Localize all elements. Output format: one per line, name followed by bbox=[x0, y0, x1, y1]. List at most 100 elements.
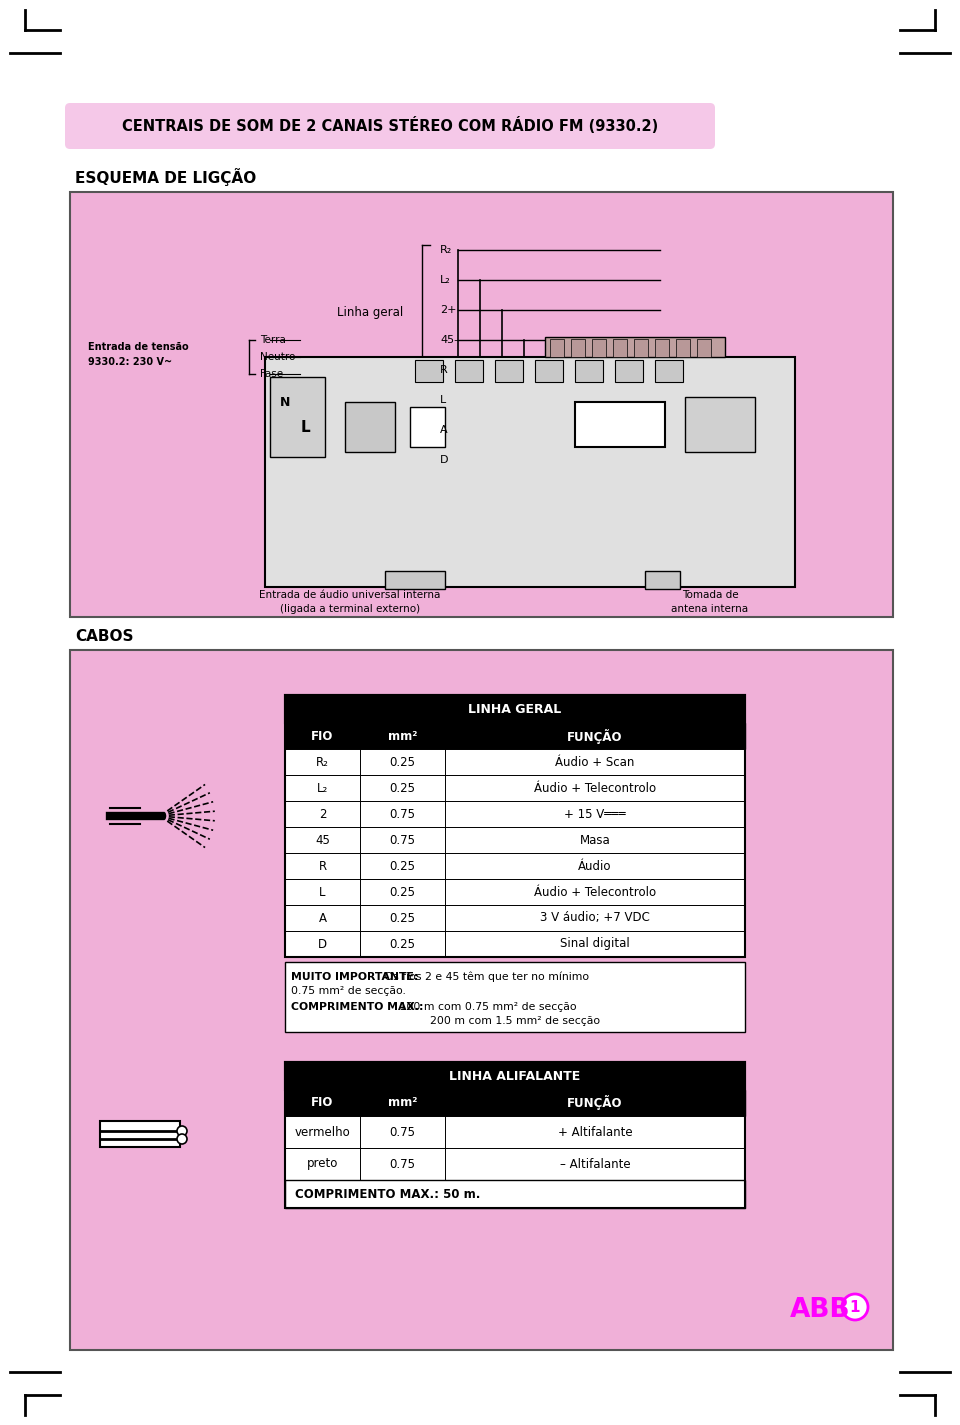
Text: Os fios 2 e 45 têm que ter no mínimo: Os fios 2 e 45 têm que ter no mínimo bbox=[381, 972, 589, 982]
Bar bbox=[575, 402, 665, 447]
Text: L: L bbox=[320, 885, 325, 899]
Text: Fase: Fase bbox=[260, 369, 283, 379]
Bar bbox=[70, 192, 893, 617]
Bar bbox=[285, 1062, 745, 1090]
Text: L₂: L₂ bbox=[317, 781, 328, 795]
Text: Áudio: Áudio bbox=[578, 859, 612, 872]
Text: D: D bbox=[318, 938, 327, 950]
Bar bbox=[285, 750, 745, 775]
Text: LINHA ALIFALANTE: LINHA ALIFALANTE bbox=[449, 1070, 581, 1083]
Text: LINHA GERAL: LINHA GERAL bbox=[468, 703, 562, 715]
Text: A: A bbox=[440, 425, 447, 435]
Text: 2: 2 bbox=[319, 808, 326, 821]
Bar bbox=[285, 1180, 745, 1208]
Text: Sinal digital: Sinal digital bbox=[560, 938, 630, 950]
Bar bbox=[645, 571, 680, 589]
Bar bbox=[285, 695, 745, 722]
Text: 0.25: 0.25 bbox=[390, 781, 416, 795]
Bar bbox=[265, 358, 795, 587]
Text: CABOS: CABOS bbox=[75, 628, 133, 644]
FancyBboxPatch shape bbox=[65, 103, 715, 150]
Bar bbox=[592, 339, 606, 358]
Text: R₂: R₂ bbox=[316, 755, 329, 768]
Text: + 15 V═══: + 15 V═══ bbox=[564, 808, 626, 821]
Bar bbox=[285, 1116, 745, 1149]
Text: ABB: ABB bbox=[790, 1297, 851, 1322]
Text: 0.25: 0.25 bbox=[390, 755, 416, 768]
Text: 3 V áudio; +7 VDC: 3 V áudio; +7 VDC bbox=[540, 912, 650, 925]
Bar bbox=[655, 361, 683, 382]
Text: 0.25: 0.25 bbox=[390, 912, 416, 925]
Text: FUNÇÃO: FUNÇÃO bbox=[567, 728, 623, 744]
Bar bbox=[270, 378, 325, 457]
Text: 0.75: 0.75 bbox=[390, 808, 416, 821]
Bar bbox=[685, 398, 755, 452]
Text: COMPRIMENTO MAX.: 50 m.: COMPRIMENTO MAX.: 50 m. bbox=[295, 1187, 480, 1200]
Text: Tomada de: Tomada de bbox=[682, 590, 738, 600]
Text: FIO: FIO bbox=[311, 1096, 334, 1110]
Bar bbox=[615, 361, 643, 382]
Text: L: L bbox=[300, 419, 310, 435]
Bar bbox=[495, 361, 523, 382]
Text: N: N bbox=[279, 396, 290, 409]
Bar bbox=[285, 879, 745, 905]
Bar bbox=[613, 339, 627, 358]
Text: 0.25: 0.25 bbox=[390, 938, 416, 950]
Text: 0.25: 0.25 bbox=[390, 885, 416, 899]
Text: Neutro: Neutro bbox=[260, 352, 296, 362]
Bar bbox=[285, 962, 745, 1032]
Text: 200 m com 1.5 mm² de secção: 200 m com 1.5 mm² de secção bbox=[430, 1016, 600, 1026]
Bar bbox=[550, 339, 564, 358]
Text: Terra: Terra bbox=[260, 335, 286, 345]
Bar bbox=[455, 361, 483, 382]
Bar bbox=[571, 339, 585, 358]
Bar bbox=[697, 339, 711, 358]
Text: antena interna: antena interna bbox=[671, 604, 749, 614]
Bar bbox=[285, 722, 745, 750]
Text: 0.75: 0.75 bbox=[390, 1157, 416, 1170]
Bar bbox=[285, 801, 745, 826]
Bar bbox=[285, 905, 745, 931]
Text: A: A bbox=[319, 912, 326, 925]
Text: Entrada de tensão: Entrada de tensão bbox=[88, 342, 188, 352]
Text: CENTRAIS DE SOM DE 2 CANAIS STÉREO COM RÁDIO FM (9330.2): CENTRAIS DE SOM DE 2 CANAIS STÉREO COM R… bbox=[122, 117, 659, 134]
Text: Áudio + Telecontrolo: Áudio + Telecontrolo bbox=[534, 781, 656, 795]
Text: R: R bbox=[319, 859, 326, 872]
Bar bbox=[285, 1090, 745, 1116]
Text: 100 m com 0.75 mm² de secção: 100 m com 0.75 mm² de secção bbox=[396, 1002, 577, 1012]
Text: FIO: FIO bbox=[311, 730, 334, 742]
Bar bbox=[285, 931, 745, 958]
Text: R: R bbox=[440, 365, 447, 375]
Text: mm²: mm² bbox=[388, 730, 418, 742]
Text: 45: 45 bbox=[315, 834, 330, 846]
Bar bbox=[285, 1149, 745, 1180]
Text: Entrada de áudio universal interna: Entrada de áudio universal interna bbox=[259, 590, 441, 600]
Text: preto: preto bbox=[307, 1157, 338, 1170]
Text: Áudio + Scan: Áudio + Scan bbox=[555, 755, 635, 768]
Text: 9330.2: 230 V~: 9330.2: 230 V~ bbox=[88, 358, 172, 368]
Text: D: D bbox=[440, 455, 448, 465]
Text: + Altifalante: + Altifalante bbox=[558, 1126, 633, 1139]
Text: 2+: 2+ bbox=[440, 305, 457, 315]
Text: Masa: Masa bbox=[580, 834, 611, 846]
Text: 0.25: 0.25 bbox=[390, 859, 416, 872]
Text: COMPRIMENTO MAX.:: COMPRIMENTO MAX.: bbox=[291, 1002, 423, 1012]
Text: 1: 1 bbox=[850, 1300, 860, 1314]
Text: vermelho: vermelho bbox=[295, 1126, 350, 1139]
Bar bbox=[345, 402, 395, 452]
Text: (ligada a terminal externo): (ligada a terminal externo) bbox=[280, 604, 420, 614]
Text: MUITO IMPORTANTE:: MUITO IMPORTANTE: bbox=[291, 972, 419, 982]
Text: 0.75: 0.75 bbox=[390, 834, 416, 846]
Bar bbox=[285, 775, 745, 801]
Bar bbox=[575, 361, 603, 382]
Circle shape bbox=[177, 1126, 187, 1136]
Text: ESQUEMA DE LIGÇÃO: ESQUEMA DE LIGÇÃO bbox=[75, 168, 256, 187]
Circle shape bbox=[842, 1294, 868, 1320]
Text: L₂: L₂ bbox=[440, 275, 451, 285]
Bar bbox=[545, 336, 725, 358]
Text: 0.75 mm² de secção.: 0.75 mm² de secção. bbox=[291, 986, 406, 996]
Text: R₂: R₂ bbox=[440, 245, 452, 255]
Bar bbox=[634, 339, 648, 358]
Bar bbox=[385, 571, 445, 589]
Text: – Altifalante: – Altifalante bbox=[560, 1157, 631, 1170]
